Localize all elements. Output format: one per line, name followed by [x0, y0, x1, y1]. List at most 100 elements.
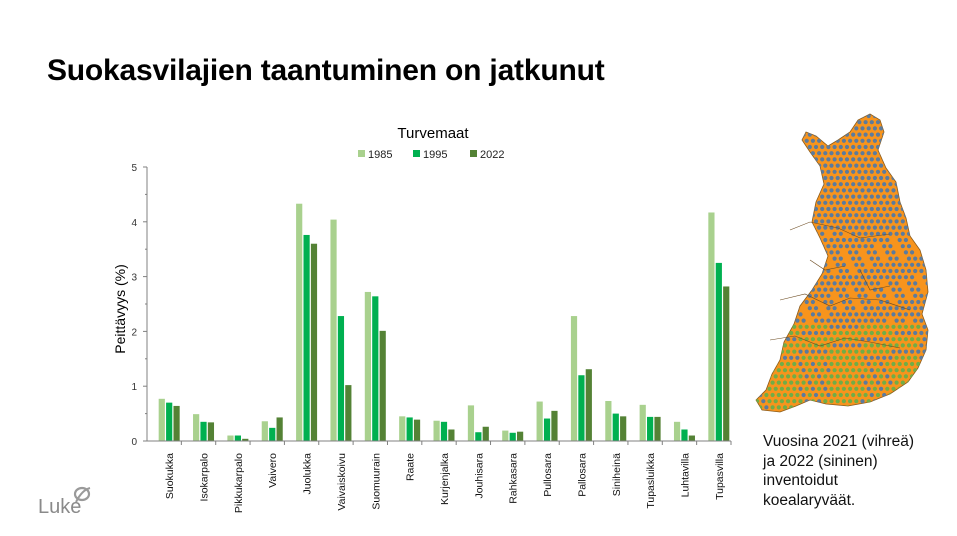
map-point [801, 405, 806, 410]
map-point [891, 151, 896, 156]
map-point [875, 219, 881, 224]
map-point [866, 126, 871, 131]
bar-1985-rahkasara [502, 430, 509, 441]
map-point [767, 114, 772, 119]
map-point [897, 114, 902, 119]
map-point [906, 231, 912, 236]
map-point [900, 318, 905, 323]
map-point [773, 126, 778, 131]
map-point [903, 188, 908, 193]
map-point [813, 219, 819, 224]
map-point [807, 206, 812, 212]
map-point [882, 194, 887, 199]
map-point [894, 144, 899, 150]
map-point [764, 268, 769, 274]
map-point [863, 132, 868, 137]
map-point [891, 200, 896, 205]
map-point [786, 299, 791, 305]
map-point [891, 287, 896, 292]
map-point [767, 361, 772, 367]
map-point [786, 337, 791, 342]
map-point [773, 349, 778, 354]
map-point [841, 237, 846, 243]
map-point [817, 349, 822, 354]
map-point [888, 194, 893, 199]
map-point [786, 374, 791, 379]
map-point [929, 337, 933, 341]
map-point [832, 368, 837, 373]
map-point [756, 411, 760, 412]
map-point [851, 231, 856, 236]
map-point [820, 392, 825, 398]
map-point [888, 368, 893, 373]
bar-1995-tupasvilla [715, 262, 722, 441]
map-point [913, 169, 918, 174]
bar-1985-pikkukarpalo [227, 435, 234, 441]
map-point [851, 206, 856, 212]
map-point [906, 219, 912, 224]
map-point [869, 244, 874, 249]
map-point [885, 188, 890, 193]
map-point [875, 330, 881, 336]
map-point [869, 219, 874, 224]
map-point [910, 386, 915, 391]
map-point [779, 126, 784, 131]
map-point [832, 194, 837, 199]
map-point [913, 318, 918, 323]
map-point [767, 138, 772, 143]
map-point [756, 151, 760, 156]
map-point [767, 188, 772, 193]
map-point [851, 132, 856, 137]
map-point [773, 299, 778, 305]
map-point [798, 337, 803, 342]
map-point [761, 411, 766, 412]
map-point [798, 188, 803, 193]
map-point [804, 213, 809, 218]
map-point [854, 361, 859, 367]
map-point [761, 386, 766, 391]
map-point [857, 120, 862, 125]
map-point [795, 194, 800, 199]
map-point [875, 392, 881, 398]
map-point [761, 324, 766, 329]
map-point [756, 275, 760, 280]
map-point [758, 281, 763, 286]
map-point [885, 399, 890, 404]
map-point [817, 175, 822, 181]
map-point [897, 225, 902, 230]
map-point [792, 312, 797, 317]
map-point [832, 182, 837, 187]
x-category-label: Tupasluikka [645, 453, 657, 509]
map-point [910, 138, 915, 143]
map-point [795, 206, 800, 212]
map-point [801, 392, 806, 398]
map-point [838, 157, 843, 162]
map-point [875, 343, 881, 348]
map-point [773, 163, 778, 168]
caption-line: koealaryväät. [763, 491, 856, 509]
map-point [801, 169, 806, 174]
map-point [860, 237, 865, 243]
map-point [885, 262, 890, 267]
map-point [817, 312, 822, 317]
map-point [916, 337, 921, 342]
map-point [916, 163, 921, 168]
map-point [813, 256, 819, 261]
map-point [854, 138, 859, 143]
map-point [925, 330, 928, 336]
map-point [832, 343, 837, 348]
map-point [838, 392, 843, 398]
map-point [756, 231, 757, 236]
map-point [826, 318, 831, 323]
map-point [764, 293, 769, 298]
map-point [832, 157, 837, 162]
map-point [779, 250, 784, 255]
map-point [903, 299, 908, 305]
map-point [823, 386, 828, 391]
map-point [807, 405, 812, 410]
bar-2022-tupasluikka [654, 416, 661, 441]
map-point [925, 132, 928, 137]
map-point [922, 275, 927, 280]
map-point [857, 368, 862, 373]
map-point [764, 144, 769, 150]
